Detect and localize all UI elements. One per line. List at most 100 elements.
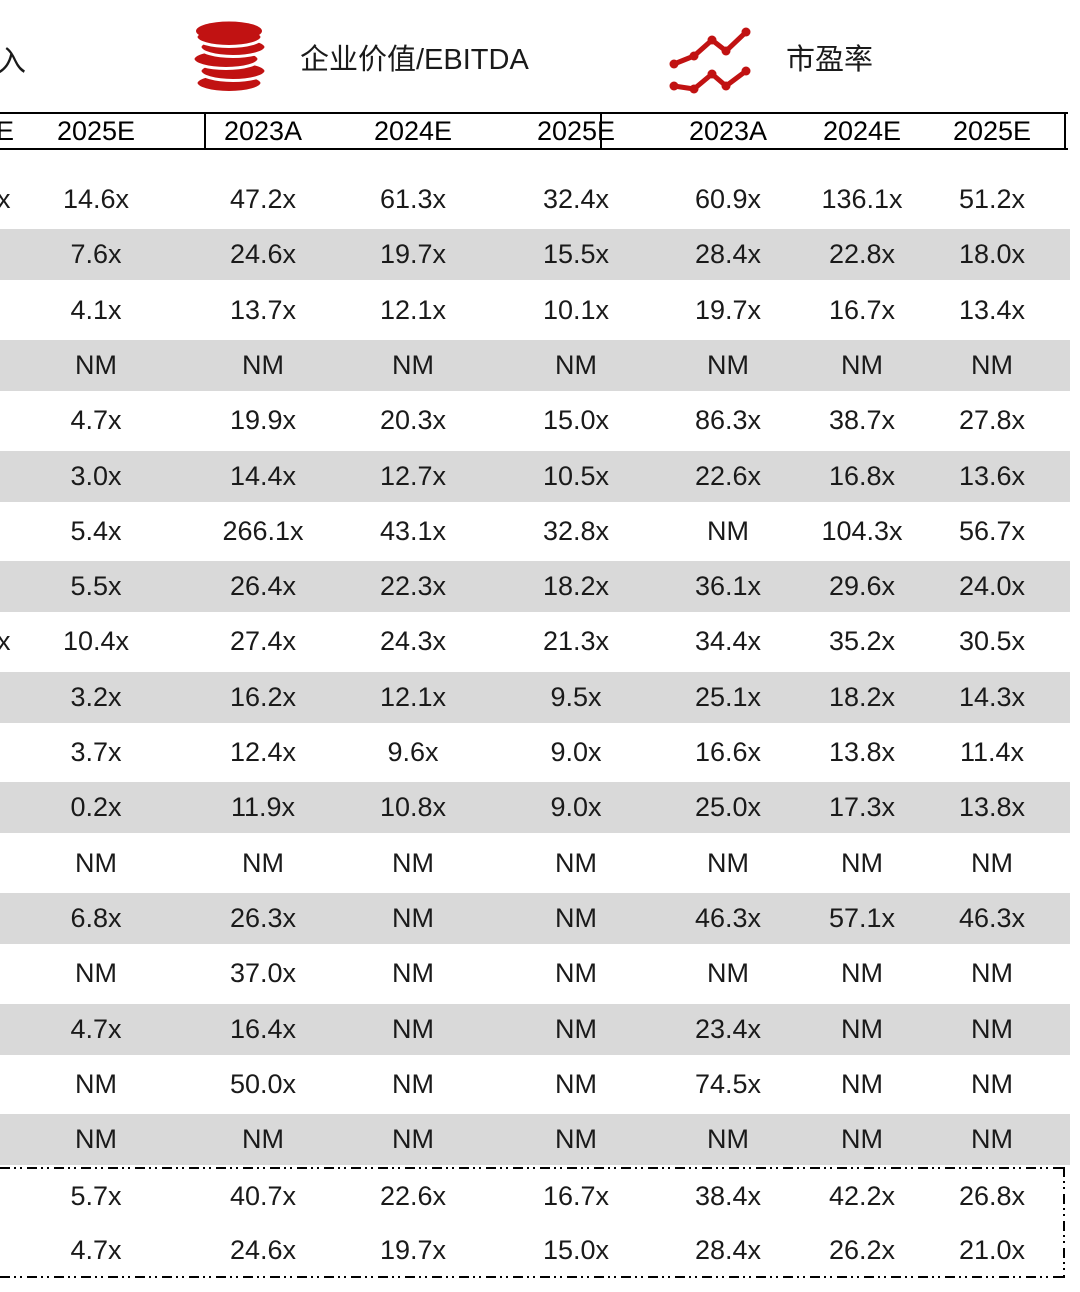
table-cell: 35.2x	[828, 626, 896, 657]
table-cell: 19.7x	[694, 294, 762, 325]
summary-box-bottom-border	[0, 1276, 1066, 1278]
table-cell: 10.5x	[542, 460, 610, 491]
table-cell: 14.4x	[229, 460, 297, 491]
table-cell: 10.8x	[379, 792, 447, 823]
table-cell: 5.5x	[70, 571, 122, 602]
table-cell: 14.3x	[958, 681, 1026, 712]
table-cell: NM	[75, 349, 117, 380]
table-cell: 15.5x	[542, 239, 610, 270]
clipped-metric-label: 入	[0, 46, 27, 78]
table-cell: NM	[971, 1068, 1013, 1099]
table-cell: 18.2x	[542, 571, 610, 602]
summary-cell: 26.2x	[828, 1235, 896, 1265]
table-cell: 56.7x	[958, 515, 1026, 546]
table-cell: 4.1x	[70, 294, 122, 325]
table-cell: NM	[75, 847, 117, 878]
table-cell: 24.6x	[229, 239, 297, 270]
table-cell: 34.4x	[694, 626, 762, 657]
row-stripe	[0, 229, 1070, 281]
table-cell: NM	[707, 958, 749, 989]
table-cell: NM	[971, 1124, 1013, 1155]
table-cell: NM	[392, 958, 434, 989]
table-cell: 46.3x	[958, 902, 1026, 933]
table-header-row: E 2025E 2023A 2024E 2025E 2023A 2024E 2025E	[0, 112, 1068, 150]
table-cell: NM	[841, 958, 883, 989]
table-cell: 29.6x	[828, 571, 896, 602]
table-cell: 19.7x	[379, 239, 447, 270]
table-cell: 14.6x	[62, 184, 130, 214]
table-cell: 74.5x	[694, 1068, 762, 1099]
table-cell: NM	[75, 958, 117, 989]
table-cell: 136.1x	[821, 184, 903, 214]
header-cell: 2023A	[688, 116, 768, 146]
row-stripe	[0, 561, 1070, 613]
coins-icon	[192, 21, 268, 94]
table-cell: 26.3x	[229, 902, 297, 933]
table-cell: 50.0x	[229, 1068, 297, 1099]
summary-box-right-border	[1063, 1167, 1065, 1278]
summary-cell: 26.8x	[958, 1181, 1026, 1211]
table-cell: 17.3x	[828, 792, 896, 823]
table-cell: NM	[971, 958, 1013, 989]
table-cell: NM	[392, 349, 434, 380]
table-cell: 104.3x	[821, 515, 903, 546]
table-cell: NM	[841, 847, 883, 878]
table-cell: 47.2x	[229, 184, 297, 214]
table-cell: 10.1x	[542, 294, 610, 325]
header-cell: 2023A	[223, 116, 303, 146]
table-cell: 24.0x	[958, 571, 1026, 602]
row-stripe	[0, 450, 1070, 502]
summary-cell: 21.0x	[958, 1235, 1026, 1265]
table-cell: NM	[555, 1124, 597, 1155]
table-cell: NM	[707, 515, 749, 546]
table-cell: NM	[242, 847, 284, 878]
table-cell: 266.1x	[222, 515, 304, 546]
table-cell: 30.5x	[958, 626, 1026, 657]
table-cell: 6.8x	[70, 902, 122, 933]
table-cell: 11.4x	[959, 737, 1025, 767]
table-cell: 26.4x	[229, 571, 297, 602]
table-cell: 46.3x	[694, 902, 762, 933]
table-cell: 38.7x	[828, 405, 896, 436]
table-cell: 27.4x	[229, 626, 297, 657]
table-cell: 0.2x	[70, 792, 122, 823]
table-cell: 86.3x	[694, 405, 762, 436]
summary-cell: 5.7x	[70, 1181, 122, 1211]
table-cell: NM	[392, 847, 434, 878]
summary-cell: 24.6x	[229, 1235, 297, 1265]
summary-cell: 40.7x	[229, 1181, 297, 1211]
table-cell: 16.6x	[694, 737, 762, 767]
table-cell: 21.3x	[542, 626, 610, 657]
row-stripe	[0, 671, 1070, 723]
header-cell: 2024E	[373, 116, 453, 146]
table-cell: 16.7x	[828, 294, 896, 325]
table-cell: 28.4x	[694, 239, 762, 270]
header-cell: 2024E	[822, 116, 902, 146]
table-cell: 13.7x	[229, 294, 297, 325]
table-cell: 13.8x	[958, 792, 1026, 823]
header-cell: E	[0, 116, 15, 146]
header-cell: 2025E	[536, 116, 616, 146]
table-cell: 7.6x	[70, 239, 122, 270]
table-cell: 32.4x	[542, 184, 610, 214]
legend-label-pe: 市盈率	[786, 44, 874, 76]
table-cell: 32.8x	[542, 515, 610, 546]
header-group-divider	[204, 114, 206, 148]
summary-box-top-border	[0, 1167, 1066, 1169]
table-cell: 37.0x	[229, 958, 297, 989]
table-cell: NM	[75, 1124, 117, 1155]
table-cell: 61.3x	[379, 184, 447, 214]
table-cell: NM	[392, 1068, 434, 1099]
row-stripe	[0, 892, 1070, 944]
table-cell: 15.0x	[542, 405, 610, 436]
table-cell: 3.2x	[70, 681, 122, 712]
table-cell: x	[0, 184, 11, 214]
table-cell: NM	[555, 1068, 597, 1099]
table-cell: NM	[841, 1013, 883, 1044]
table-cell: NM	[555, 958, 597, 989]
table-cell: 20.3x	[379, 405, 447, 436]
table-cell: 36.1x	[694, 571, 762, 602]
table-cell: 11.9x	[230, 792, 296, 823]
table-cell: 43.1x	[379, 515, 447, 546]
